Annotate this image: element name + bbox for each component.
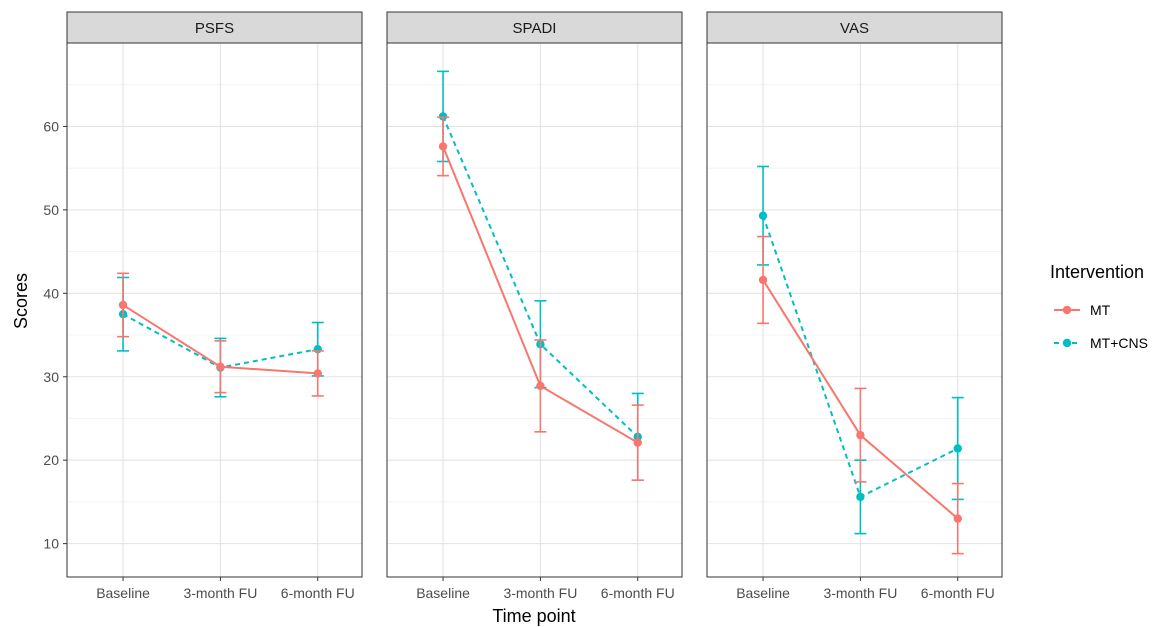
panel-spadi: SPADI Baseline 3-month FU 6-month FU xyxy=(386,11,683,601)
x-tick-label: Baseline xyxy=(96,585,150,601)
x-tick-label: 3-month FU xyxy=(183,585,257,601)
x-tick-label: 6-month FU xyxy=(921,585,995,601)
series-mt xyxy=(757,235,964,555)
strip-header xyxy=(66,11,363,44)
strip-header xyxy=(386,11,683,44)
x-tick-label: 6-month FU xyxy=(281,585,355,601)
legend-items: MT MT+CNS xyxy=(1054,302,1148,351)
data-point xyxy=(856,430,865,440)
x-tick-label: Baseline xyxy=(416,585,470,601)
panel-background xyxy=(387,43,682,577)
panel-border xyxy=(66,42,363,578)
data-point xyxy=(633,438,642,447)
x-tick-label: 3-month FU xyxy=(503,585,577,601)
legend-title: Intervention xyxy=(1050,262,1144,282)
y-tick-label: 10 xyxy=(43,536,59,552)
strip-label: VAS xyxy=(840,20,869,37)
y-tick-label: 60 xyxy=(43,118,59,134)
legend-label: MT+CNS xyxy=(1090,335,1148,351)
series-mt xyxy=(437,116,644,482)
x-tick-label: 6-month FU xyxy=(601,585,675,601)
data-point xyxy=(216,362,225,371)
legend-item-mt-cns: MT+CNS xyxy=(1054,335,1148,351)
strip-label: SPADI xyxy=(513,20,557,37)
y-tick-label: 20 xyxy=(43,452,59,468)
y-tick-label: 30 xyxy=(43,369,59,385)
y-axis: 10 20 30 40 50 60 xyxy=(43,118,67,552)
data-point xyxy=(118,300,128,310)
y-tick-label: 50 xyxy=(43,202,59,218)
data-point xyxy=(438,142,448,151)
data-point xyxy=(438,112,448,121)
data-point xyxy=(536,381,545,391)
strip-label: PSFS xyxy=(195,20,234,37)
panel-psfs: PSFS Baseline 3-month FU 6-month FU xyxy=(66,11,363,601)
panel-border xyxy=(386,42,683,578)
x-axis-title: Time point xyxy=(492,606,575,626)
data-point xyxy=(313,369,322,378)
panel-border xyxy=(706,42,1003,578)
panels-layer: PSFS Baseline 3-month FU 6-month FU SPADI Bas… xyxy=(66,11,1003,601)
legend-marker xyxy=(1062,305,1072,315)
panel-vas: VAS Baseline 3-month FU 6-month FU xyxy=(706,11,1003,601)
y-tick-label: 40 xyxy=(43,285,59,301)
data-point xyxy=(856,492,865,502)
legend-item-mt: MT xyxy=(1054,302,1111,318)
data-point xyxy=(758,275,768,285)
x-tick-label: Baseline xyxy=(736,585,790,601)
legend: Intervention MT MT+CNS xyxy=(1050,262,1148,351)
panel-background xyxy=(707,43,1002,577)
panel-background xyxy=(67,43,362,577)
data-point xyxy=(953,444,962,453)
strip-header xyxy=(706,11,1003,44)
legend-marker xyxy=(1062,338,1072,348)
legend-label: MT xyxy=(1090,302,1111,318)
y-axis-title: Scores xyxy=(11,273,31,329)
series-mt xyxy=(117,272,324,397)
data-point xyxy=(953,514,962,523)
data-point xyxy=(758,211,768,220)
x-tick-label: 3-month FU xyxy=(823,585,897,601)
